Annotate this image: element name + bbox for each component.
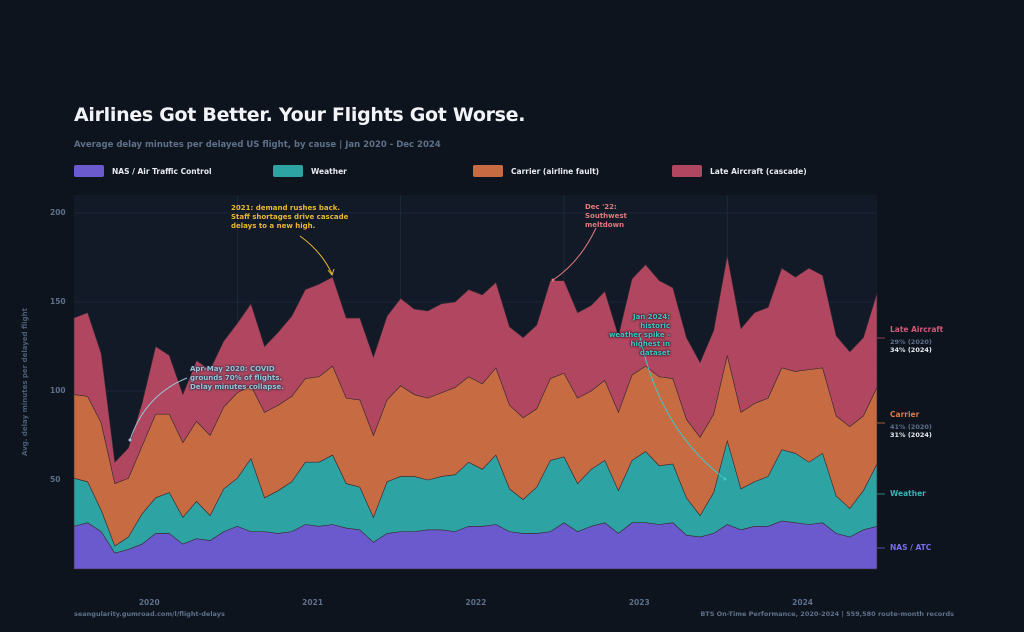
legend-label: Late Aircraft (cascade) xyxy=(710,166,807,176)
arrow-head-weather-2024 xyxy=(723,477,727,481)
annotation-line: Jan 2024: historic xyxy=(632,313,670,330)
annotation-line: grounds 70% of flights. xyxy=(190,374,283,382)
x-tick-label: 2020 xyxy=(138,598,160,607)
annotation-line: weather spike - xyxy=(608,331,670,339)
annotation-line: Apr-May 2020: COVID xyxy=(190,365,275,373)
right-label-weather: Weather xyxy=(890,489,926,498)
area-late-aircraft xyxy=(73,255,878,484)
arrow-2021 xyxy=(299,235,333,275)
arrow-head-covid xyxy=(128,438,132,442)
late-pct-2024: 34% (2024) xyxy=(890,346,932,354)
annotation-covid: Apr-May 2020: COVID grounds 70% of fligh… xyxy=(190,365,284,392)
chart-subtitle: Average delay minutes per delayed US fli… xyxy=(74,140,441,150)
right-label-late: Late Aircraft xyxy=(890,325,944,334)
annotation-line: Dec '22: xyxy=(585,203,617,211)
annotation-line: Southwest xyxy=(585,212,627,220)
legend-item-nas: NAS / Air Traffic Control xyxy=(74,165,212,177)
legend-label: Weather xyxy=(311,166,347,176)
annotation-weather-2024: Jan 2024: historic weather spike - highe… xyxy=(604,313,670,358)
annotation-line: meltdown xyxy=(585,221,625,229)
annotation-southwest: Dec '22: Southwest meltdown xyxy=(585,203,627,230)
legend-item-weather: Weather xyxy=(273,165,347,177)
late-pct-2020: 29% (2020) xyxy=(890,338,932,346)
x-tick-label: 2024 xyxy=(792,598,814,607)
annotation-line: Staff shortages drive cascade xyxy=(231,213,349,221)
annotation-line: highest in dataset xyxy=(630,340,670,357)
y-tick-label: 200 xyxy=(50,208,66,217)
legend-swatch xyxy=(672,165,702,177)
y-axis-label: Avg. delay minutes per delayed flight xyxy=(21,308,29,456)
legend-swatch xyxy=(74,165,104,177)
arrow-head-southwest xyxy=(551,278,555,282)
annotation-2021-demand: 2021: demand rushes back. Staff shortage… xyxy=(231,204,348,231)
area-layers xyxy=(73,255,885,570)
legend-label: Carrier (airline fault) xyxy=(511,166,600,176)
legend-item-carrier: Carrier (airline fault) xyxy=(473,165,599,177)
y-tick-label: 50 xyxy=(50,475,61,484)
arrow-covid xyxy=(129,377,188,441)
arrow-head-2021 xyxy=(327,268,335,277)
x-tick-label: 2021 xyxy=(302,598,324,607)
annotation-line: 2021: demand rushes back. xyxy=(231,204,341,212)
arrow-weather-2024 xyxy=(639,336,726,480)
footer-source-link[interactable]: seangularity.gumroad.com/l/flight-delays xyxy=(74,610,225,618)
arrow-southwest xyxy=(552,227,597,281)
carrier-pct-2024: 31% (2024) xyxy=(890,431,932,439)
y-tick-label: 150 xyxy=(50,297,66,306)
legend-swatch xyxy=(273,165,303,177)
right-label-nas: NAS / ATC xyxy=(890,543,932,552)
x-tick-label: 2022 xyxy=(465,598,487,607)
footer-data-source: BTS On-Time Performance, 2020-2024 | 559… xyxy=(700,610,954,618)
x-tick-label: 2023 xyxy=(628,598,650,607)
annotation-line: Delay minutes collapse. xyxy=(190,383,284,391)
annotation-arrows xyxy=(128,227,727,481)
legend-item-late: Late Aircraft (cascade) xyxy=(672,165,807,177)
right-label-carrier: Carrier xyxy=(890,410,920,419)
legend-swatch xyxy=(473,165,503,177)
y-tick-label: 100 xyxy=(50,386,66,395)
carrier-pct-2020: 41% (2020) xyxy=(890,423,932,431)
chart-title: Airlines Got Better. Your Flights Got Wo… xyxy=(74,104,526,126)
annotation-line: delays to a new high. xyxy=(231,222,316,230)
legend-label: NAS / Air Traffic Control xyxy=(112,166,212,176)
